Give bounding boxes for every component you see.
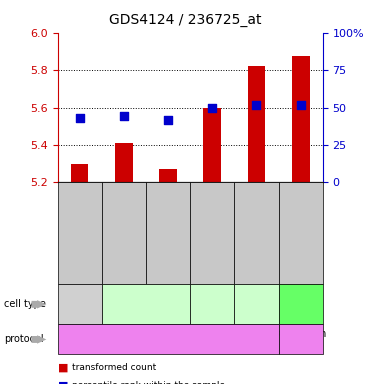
Bar (292, 56, 309, 182)
Point (165, 117, 171, 123)
Point (77, 115, 83, 121)
Text: cell type: cell type (4, 299, 46, 310)
Text: transformed count: transformed count (72, 363, 157, 372)
Text: protocol: protocol (4, 334, 43, 344)
Text: GDS4124 / 236725_at: GDS4124 / 236725_at (109, 13, 262, 27)
Bar (115, 143, 133, 182)
Text: embryonal
carcinom
a NCCIT
cells: embryonal carcinom a NCCIT cells (63, 293, 96, 316)
Text: PC-A stro
mal cells,
cultured: PC-A stro mal cells, cultured (197, 296, 227, 313)
Bar (159, 169, 177, 182)
Text: GSM867094: GSM867094 (164, 208, 173, 259)
Point (298, 102, 303, 108)
Text: GSM867091: GSM867091 (75, 208, 84, 259)
Point (121, 113, 127, 119)
Text: embryoni
c stem
cells: embryoni c stem cells (242, 296, 272, 313)
Bar (247, 66, 265, 182)
Text: GSM867092: GSM867092 (119, 208, 128, 259)
Point (209, 105, 215, 111)
Bar (203, 108, 221, 182)
Text: GSM867096: GSM867096 (296, 208, 305, 259)
Text: reprogram
ming: reprogram ming (275, 329, 326, 350)
Bar (71, 164, 88, 182)
Text: percentile rank within the sample: percentile rank within the sample (72, 381, 226, 384)
Text: iPS cells
from
PC-A stro
mal cells: iPS cells from PC-A stro mal cells (286, 293, 315, 316)
Point (253, 102, 259, 108)
Text: GSM867095: GSM867095 (252, 208, 261, 259)
Text: control: control (151, 334, 185, 344)
Text: ■: ■ (58, 380, 68, 384)
Text: GSM867093: GSM867093 (208, 208, 217, 259)
Text: ■: ■ (58, 363, 68, 373)
Text: PC-A stromal cells,
sorted: PC-A stromal cells, sorted (117, 299, 175, 310)
